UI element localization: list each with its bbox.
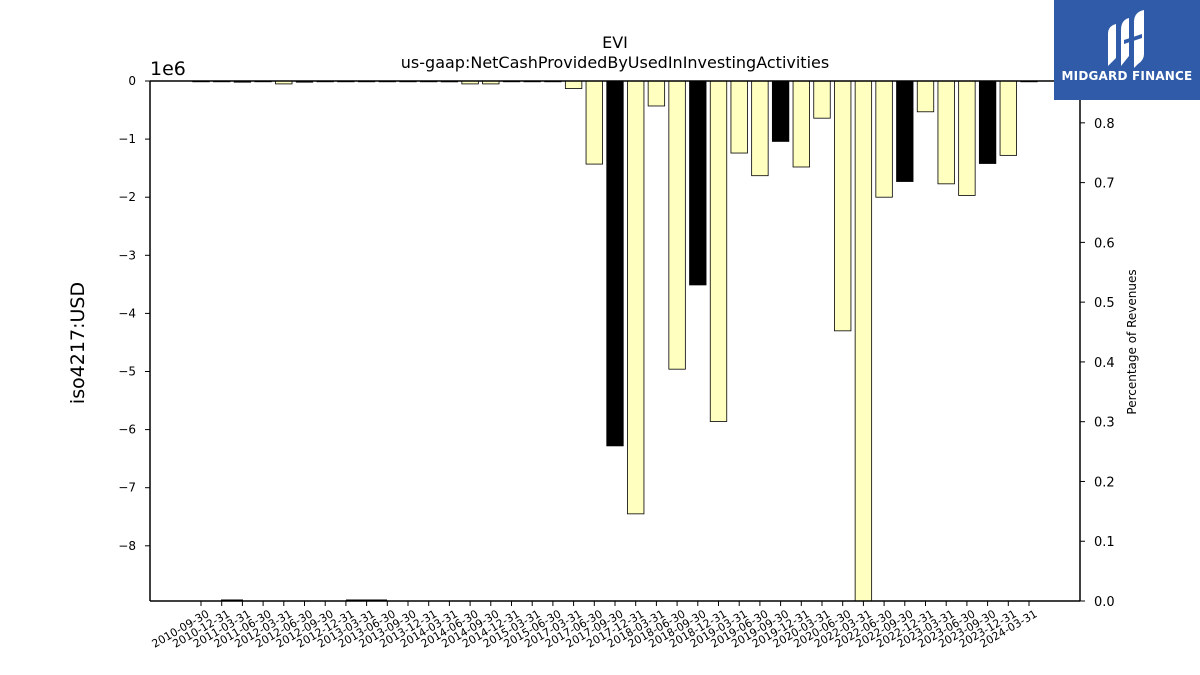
bar-2020-03-31 xyxy=(813,80,831,119)
chart-title: EVI xyxy=(602,33,628,52)
y-tick-label: −6 xyxy=(118,423,136,437)
y2-tick-label: 0.4 xyxy=(1094,356,1115,371)
bar-2019-12-31 xyxy=(792,80,810,168)
y2-tick-label: 0.6 xyxy=(1094,236,1115,251)
y2-tick-label: 0.8 xyxy=(1094,117,1115,132)
y-tick-label: −8 xyxy=(118,539,136,553)
bar-2019-03-31 xyxy=(730,80,748,154)
y-tick-label: −4 xyxy=(118,306,136,320)
y-offset-label: 1e6 xyxy=(150,58,186,80)
y-tick-label: −1 xyxy=(118,132,136,146)
y2-tick-label: 0.1 xyxy=(1094,535,1115,550)
bar-series xyxy=(192,80,1038,602)
bar-2023-06-30 xyxy=(958,80,976,196)
bar-2017-09-30 xyxy=(606,80,624,447)
bar-2022-06-30 xyxy=(875,80,893,198)
y-tick-label: −3 xyxy=(118,248,136,262)
bar-2018-09-30 xyxy=(689,80,707,286)
y2-tick-label: 0.5 xyxy=(1094,296,1115,311)
bar-2023-09-30 xyxy=(978,80,997,164)
bar-2022-12-31 xyxy=(916,80,935,113)
bar-2022-09-30 xyxy=(896,80,914,182)
y-tick-label: 0 xyxy=(128,74,136,88)
bar-2019-06-30 xyxy=(751,80,769,177)
bar-2017-03-31 xyxy=(564,80,583,89)
bar-2018-06-30 xyxy=(668,80,686,370)
x-ticks: 2010-09-302010-12-312011-03-312011-06-30… xyxy=(150,601,1040,651)
bar-2022-03-31 xyxy=(854,80,873,602)
bar-2020-06-30 xyxy=(834,80,852,332)
y-tick-label: −2 xyxy=(118,190,136,204)
bar-2018-03-31 xyxy=(647,80,666,107)
y2-axis-label: Percentage of Revenues xyxy=(1125,269,1139,414)
y-axis-label: iso4217:USD xyxy=(67,282,89,404)
y2-tick-label: 0.2 xyxy=(1094,475,1115,490)
bar-2019-09-30 xyxy=(771,80,790,142)
bar-2023-03-31 xyxy=(937,80,955,185)
y-tick-label: −5 xyxy=(118,365,136,379)
bar-2023-12-31 xyxy=(999,80,1017,156)
y2-ticks: 0.0 0.1 0.2 0.3 0.4 0.5 0.6 0.7 0.8 xyxy=(1080,117,1115,610)
chart-subtitle: us-gaap:NetCashProvidedByUsedInInvesting… xyxy=(401,53,829,72)
y2-tick-label: 0.3 xyxy=(1094,416,1115,431)
logo-mark-icon xyxy=(1108,10,1144,68)
bar-2017-06-30 xyxy=(585,80,603,165)
midgard-finance-logo: MIDGARD FINANCE xyxy=(1054,0,1200,100)
y-ticks: 0 −1 −2 −3 −4 −5 −6 −7 −8 xyxy=(118,74,150,553)
y2-tick-label: 0.0 xyxy=(1094,595,1115,610)
bar-2018-12-31 xyxy=(709,80,728,422)
y2-tick-label: 0.7 xyxy=(1094,177,1115,192)
bar-2017-12-31 xyxy=(627,80,645,515)
y-tick-label: −7 xyxy=(118,481,136,495)
logo-text: MIDGARD FINANCE xyxy=(1061,69,1193,83)
